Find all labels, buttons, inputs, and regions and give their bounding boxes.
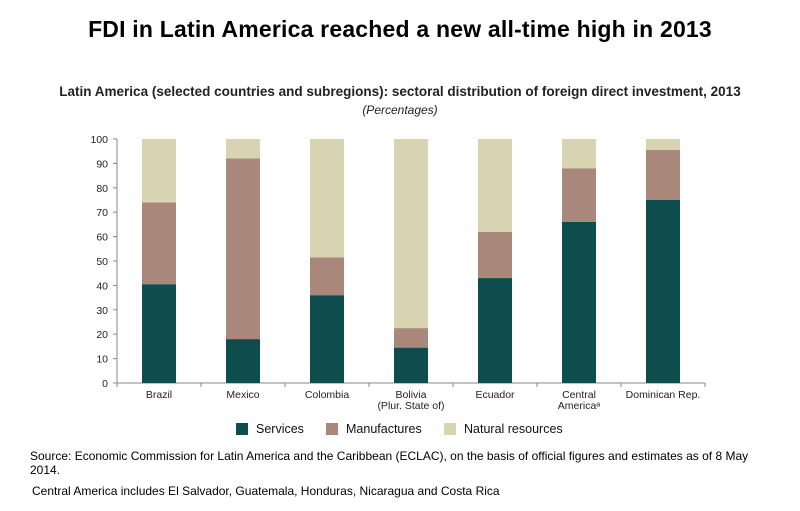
x-category-label: Brazil	[146, 389, 172, 401]
bar-natural-resources	[562, 139, 596, 169]
legend-item-natural-resources: Natural resources	[444, 422, 563, 436]
bar-natural-resources	[394, 139, 428, 329]
bar-manufactures	[646, 149, 680, 200]
y-tick-label: 40	[96, 280, 108, 292]
y-tick-label: 30	[96, 305, 108, 317]
bar-services	[478, 278, 512, 383]
bar-manufactures	[310, 257, 344, 296]
x-category-label: Dominican Rep.	[626, 389, 701, 401]
bar-manufactures	[226, 158, 260, 340]
legend-item-manufactures: Manufactures	[326, 422, 422, 436]
y-tick-label: 80	[96, 183, 108, 195]
bar-services	[646, 200, 680, 383]
y-tick-label: 50	[96, 256, 108, 268]
bar-natural-resources	[226, 139, 260, 159]
x-category-label: Colombia	[305, 389, 350, 401]
x-category-label: Ecuador	[475, 389, 515, 401]
bar-manufactures	[562, 168, 596, 222]
y-tick-label: 60	[96, 232, 108, 244]
legend-swatch-services	[236, 423, 248, 435]
legend-label-manufactures: Manufactures	[346, 422, 422, 436]
chart-legend: Services Manufactures Natural resources	[0, 422, 800, 440]
bar-services	[394, 347, 428, 383]
x-category-label: Americaᵃ	[558, 400, 601, 412]
legend-swatch-natural-resources	[444, 423, 456, 435]
bar-services	[562, 221, 596, 383]
legend-swatch-manufactures	[326, 423, 338, 435]
bar-manufactures	[478, 231, 512, 279]
x-category-label: Central	[562, 389, 596, 401]
y-tick-label: 100	[90, 134, 108, 146]
y-tick-label: 20	[96, 329, 108, 341]
bar-manufactures	[142, 202, 176, 285]
stacked-bar-chart: 0 10 20 30 40 50 60 70 80 90 100 Brazil Mexico Colomb…	[90, 134, 706, 412]
page-headline: FDI in Latin America reached a new all-t…	[88, 16, 712, 42]
chart-title: Latin America (selected countries and su…	[59, 84, 741, 99]
legend-label-natural-resources: Natural resources	[464, 422, 563, 436]
x-category-label: Mexico	[226, 389, 259, 401]
bar-services	[310, 295, 344, 383]
chart-subtitle: (Percentages)	[362, 103, 438, 117]
footnote: Central America includes El Salvador, Gu…	[32, 484, 500, 498]
bar-natural-resources	[646, 139, 680, 150]
bar-services	[226, 339, 260, 383]
bar-natural-resources	[310, 139, 344, 258]
bar-manufactures	[394, 328, 428, 348]
bar-services	[142, 284, 176, 383]
y-tick-label: 10	[96, 354, 108, 366]
bar-natural-resources	[478, 139, 512, 232]
y-tick-label: 70	[96, 207, 108, 219]
source-note: Source: Economic Commission for Latin Am…	[30, 449, 749, 477]
legend-item-services: Services	[236, 422, 304, 436]
legend-label-services: Services	[256, 422, 304, 436]
y-tick-label: 90	[96, 158, 108, 170]
x-category-label: Bolivia	[396, 389, 427, 401]
x-category-label: (Plur. State of)	[377, 400, 444, 412]
bar-natural-resources	[142, 139, 176, 203]
y-tick-label: 0	[102, 378, 108, 390]
